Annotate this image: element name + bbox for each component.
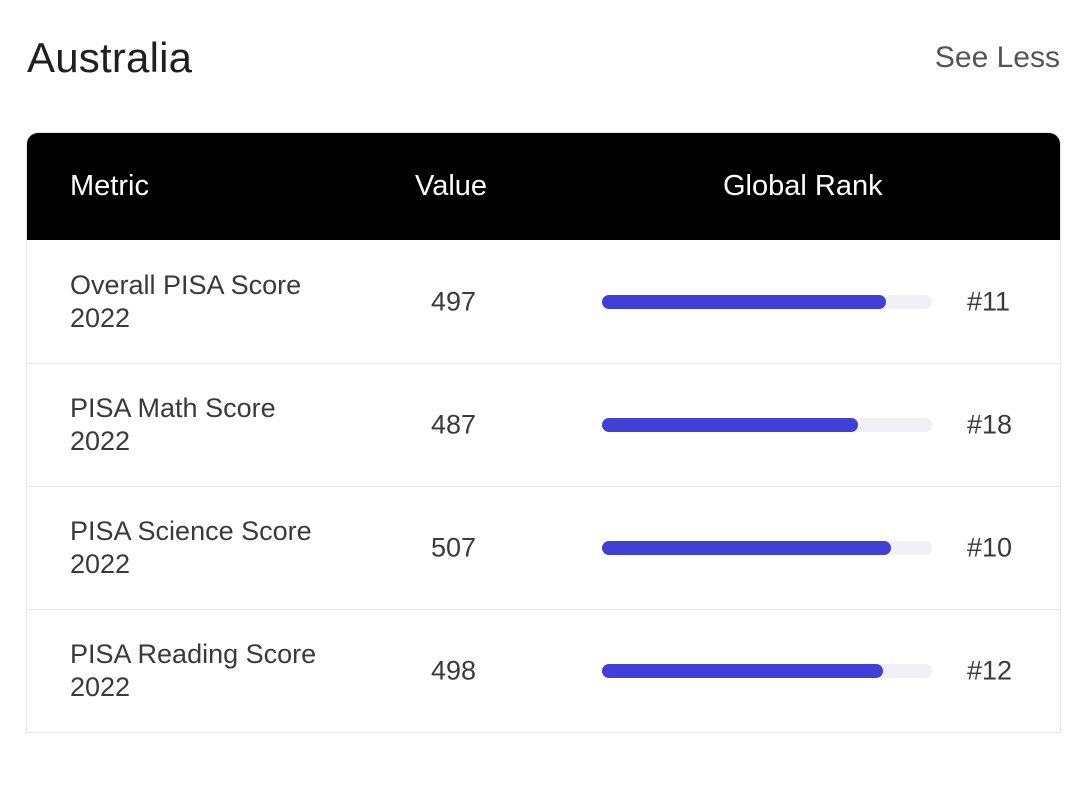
global-rank: #11 bbox=[967, 286, 1011, 316]
metric-value: 507 bbox=[431, 532, 477, 563]
metric-value: 497 bbox=[431, 286, 477, 316]
see-less-link[interactable]: See Less bbox=[934, 41, 1060, 74]
column-header-global-rank: Global Rank bbox=[723, 170, 883, 202]
global-rank: #10 bbox=[967, 532, 1013, 563]
global-rank: #18 bbox=[967, 409, 1013, 440]
table-header: Metric Value Global Rank bbox=[27, 133, 1060, 240]
rank-bar-fill bbox=[602, 294, 886, 309]
page-title: Australia bbox=[27, 34, 193, 81]
metric-value: 487 bbox=[431, 409, 477, 440]
metric-label: PISA Reading Score 2022 bbox=[70, 639, 317, 702]
table-row: PISA Math Score 2022 487 #18 bbox=[27, 363, 1060, 486]
global-rank: #12 bbox=[967, 655, 1013, 686]
rank-bar-fill bbox=[602, 541, 891, 555]
rank-bar-track bbox=[602, 664, 932, 678]
metric-label: PISA Science Score 2022 bbox=[70, 516, 312, 579]
table-row: Overall PISA Score 2022 497 #11 bbox=[27, 240, 1060, 363]
table-body: Overall PISA Score 2022 497 #11 PISA Mat… bbox=[27, 240, 1060, 732]
column-header-value: Value bbox=[415, 170, 488, 202]
metric-label: Overall PISA Score 2022 bbox=[70, 269, 302, 333]
column-header-metric: Metric bbox=[70, 170, 149, 202]
page-header: Australia See Less bbox=[27, 28, 1060, 88]
table-row: PISA Reading Score 2022 498 #12 bbox=[27, 609, 1060, 732]
rank-bar-track bbox=[602, 418, 932, 432]
rank-bar-fill bbox=[602, 664, 883, 678]
table-row: PISA Science Score 2022 507 #10 bbox=[27, 486, 1060, 609]
rank-bar-track bbox=[602, 541, 932, 555]
rank-bar-track bbox=[602, 294, 932, 309]
metric-value: 498 bbox=[431, 655, 477, 686]
rank-bar-fill bbox=[602, 418, 858, 432]
metric-label: PISA Math Score 2022 bbox=[70, 393, 276, 456]
metrics-table: Metric Value Global Rank Overall PISA Sc… bbox=[26, 132, 1061, 733]
